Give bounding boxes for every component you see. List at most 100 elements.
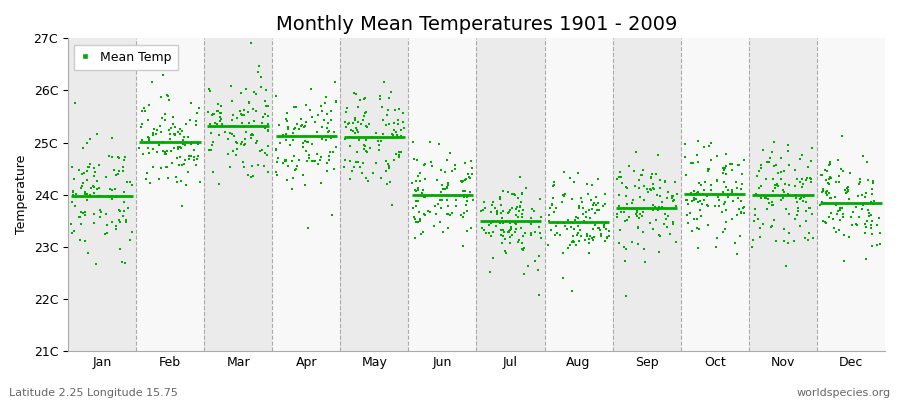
Point: [631, 225, 645, 231]
Point: [174, 178, 188, 184]
Point: [238, 112, 252, 118]
Point: [371, 138, 385, 144]
Point: [357, 96, 372, 102]
Point: [531, 292, 545, 298]
Point: [109, 226, 123, 232]
Point: [278, 158, 293, 164]
Point: [73, 214, 87, 220]
Point: [600, 235, 615, 242]
Point: [509, 206, 524, 212]
Point: [690, 245, 705, 251]
Point: [630, 209, 644, 215]
Point: [734, 197, 748, 204]
Point: [830, 211, 844, 217]
Point: [313, 102, 328, 109]
Point: [780, 190, 795, 197]
Point: [761, 159, 776, 165]
Point: [644, 175, 658, 181]
Point: [511, 239, 526, 245]
Point: [781, 182, 796, 188]
Point: [286, 104, 301, 110]
Point: [572, 238, 587, 244]
Point: [745, 237, 760, 244]
Point: [803, 205, 817, 212]
Point: [166, 120, 181, 127]
Point: [84, 184, 98, 191]
Point: [835, 204, 850, 211]
Point: [805, 211, 819, 217]
Point: [545, 183, 560, 190]
Point: [701, 202, 716, 209]
Point: [860, 255, 874, 262]
Point: [148, 131, 163, 138]
Point: [557, 169, 572, 176]
Point: [80, 168, 94, 174]
Point: [844, 222, 859, 228]
Point: [244, 135, 258, 142]
Point: [409, 198, 423, 204]
Point: [207, 111, 221, 118]
Point: [259, 152, 274, 158]
Point: [392, 152, 406, 158]
Point: [315, 124, 329, 130]
Point: [315, 136, 329, 143]
Point: [837, 232, 851, 238]
Point: [769, 182, 783, 188]
Point: [383, 88, 398, 95]
Point: [382, 95, 396, 102]
Point: [117, 157, 131, 163]
Point: [626, 197, 640, 204]
Point: [774, 169, 788, 176]
Point: [170, 179, 184, 186]
Point: [652, 249, 666, 255]
Point: [806, 144, 820, 151]
Point: [612, 202, 626, 209]
Point: [820, 188, 834, 194]
Point: [430, 177, 445, 183]
Point: [495, 226, 509, 233]
Point: [99, 173, 113, 180]
Point: [311, 112, 326, 119]
Point: [360, 124, 374, 130]
Point: [803, 175, 817, 182]
Point: [680, 212, 694, 218]
Point: [829, 179, 843, 186]
Point: [590, 207, 604, 214]
Point: [778, 263, 793, 270]
Point: [457, 177, 472, 184]
Point: [597, 222, 611, 228]
Point: [835, 133, 850, 139]
Point: [865, 218, 879, 224]
Point: [508, 228, 522, 235]
Point: [619, 193, 634, 199]
Bar: [544, 38, 613, 351]
Point: [346, 164, 361, 170]
Point: [824, 175, 838, 181]
Point: [225, 98, 239, 104]
Point: [518, 185, 533, 192]
Point: [343, 142, 357, 149]
Point: [395, 110, 410, 116]
Point: [202, 121, 217, 127]
Point: [246, 173, 260, 180]
Point: [356, 117, 370, 124]
Bar: [340, 38, 409, 351]
Point: [755, 146, 770, 153]
Point: [338, 119, 352, 125]
Point: [456, 214, 471, 220]
Point: [832, 217, 847, 223]
Point: [184, 141, 198, 147]
Point: [494, 210, 508, 216]
Point: [580, 180, 594, 187]
Point: [460, 208, 474, 214]
Point: [486, 199, 500, 206]
Point: [93, 207, 107, 214]
Point: [669, 203, 683, 210]
Point: [241, 98, 256, 105]
Point: [175, 145, 189, 152]
Point: [235, 139, 249, 145]
Legend: Mean Temp: Mean Temp: [74, 44, 178, 70]
Point: [322, 157, 337, 163]
Point: [369, 160, 383, 166]
Point: [759, 194, 773, 201]
